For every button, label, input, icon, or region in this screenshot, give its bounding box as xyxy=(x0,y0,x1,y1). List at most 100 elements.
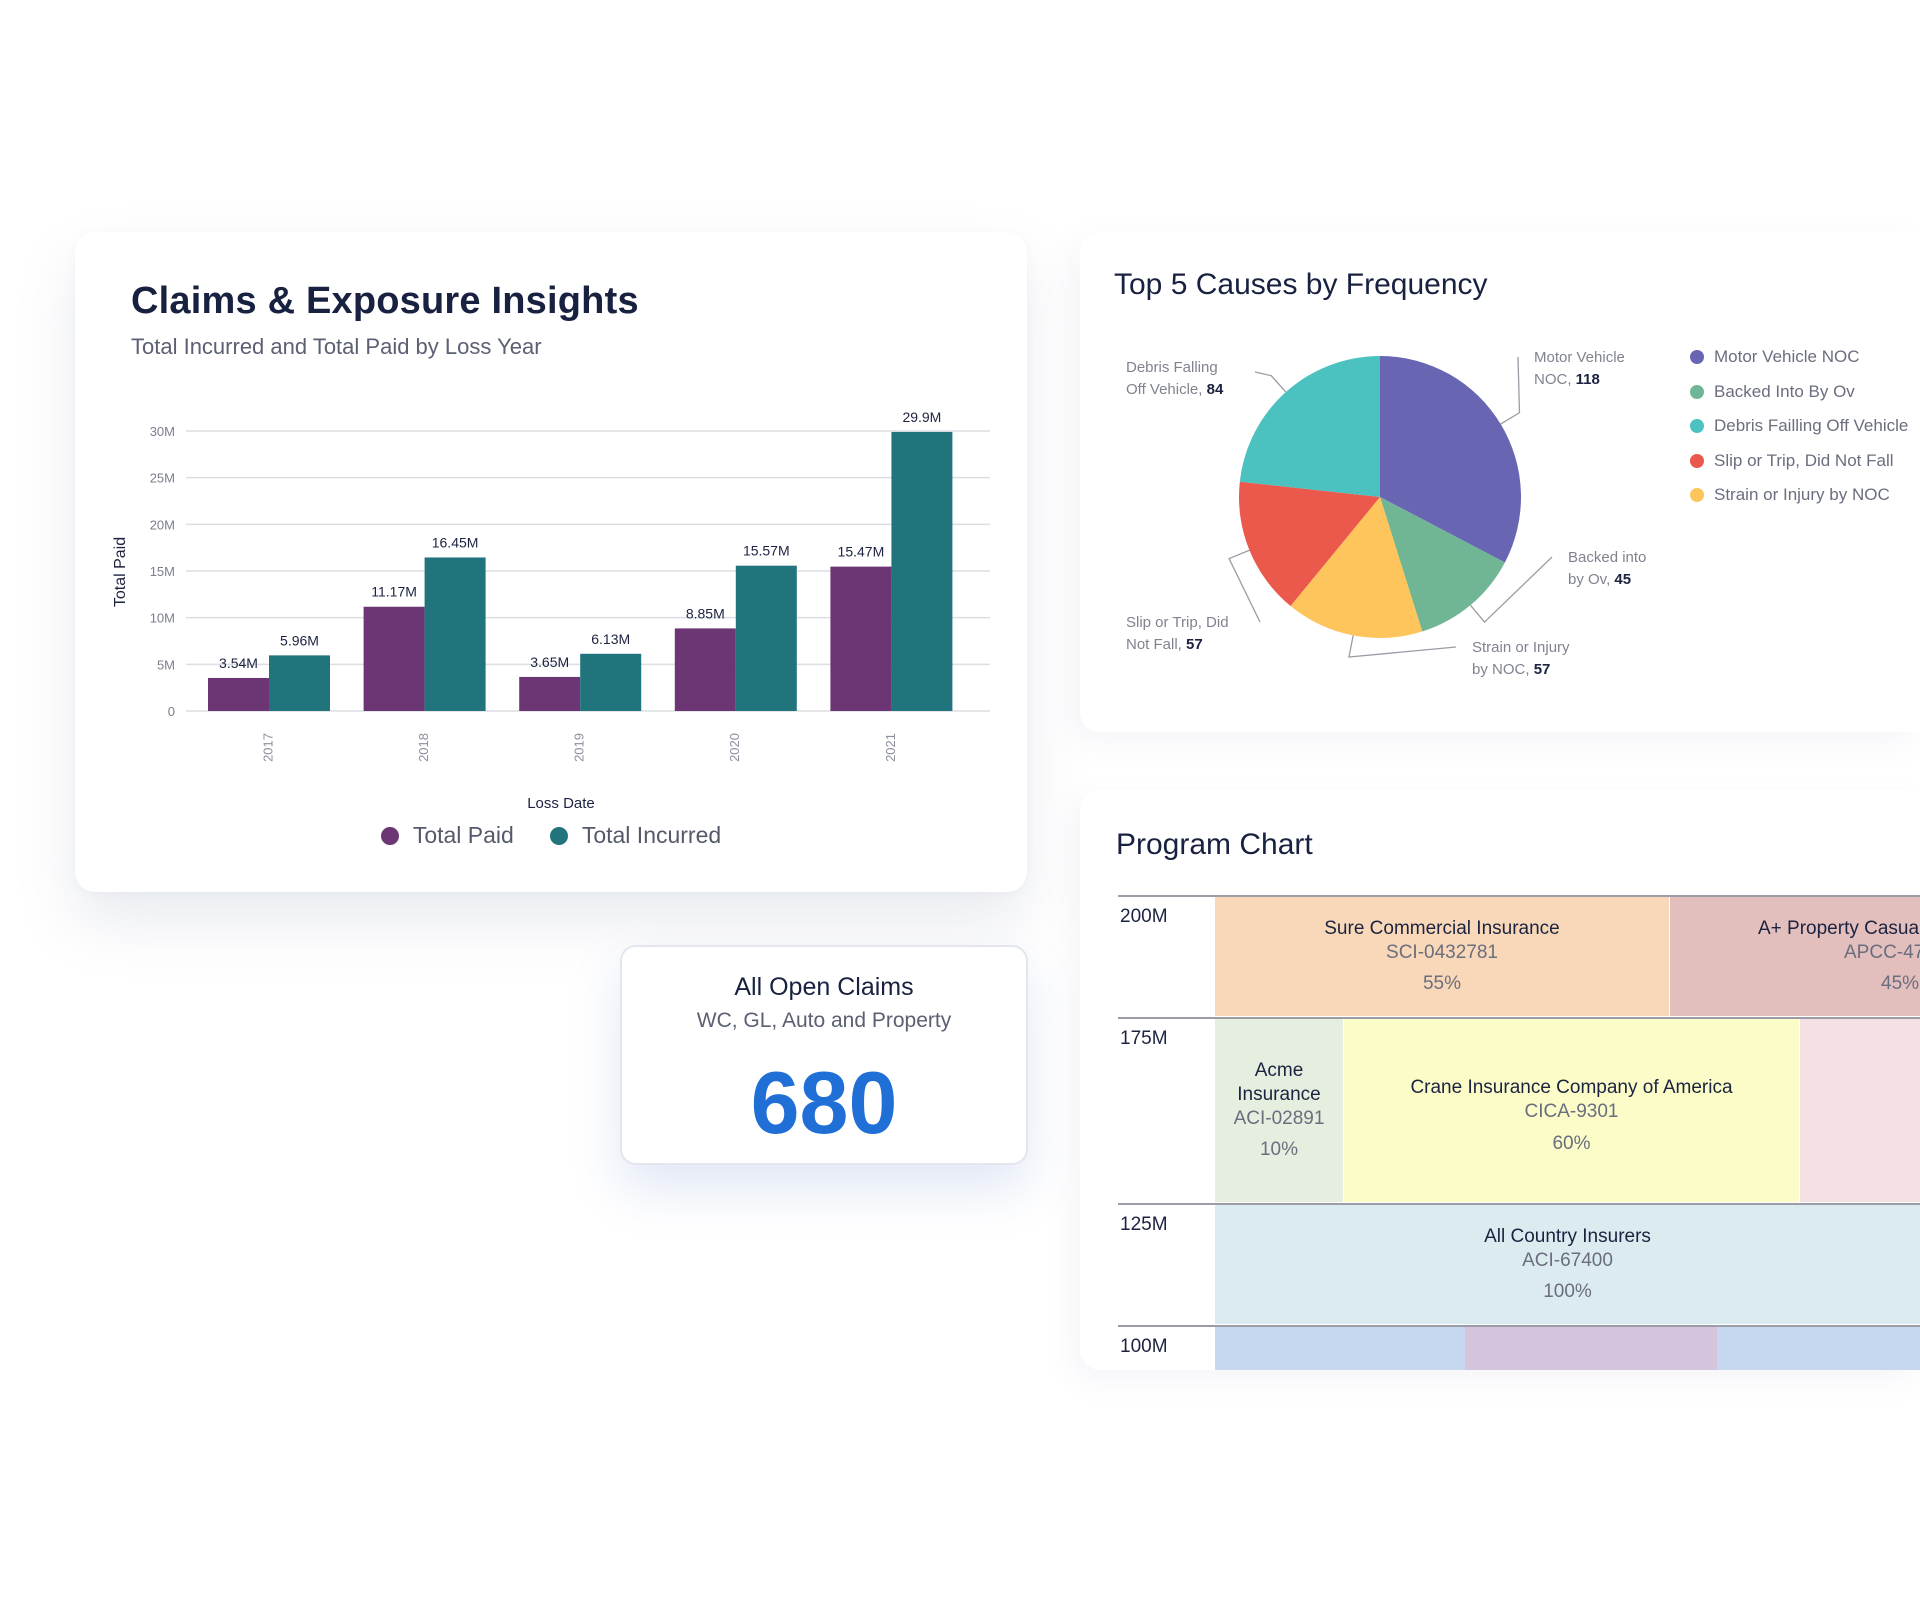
y-tick-label: 10M xyxy=(150,611,175,626)
causes-card-title: Top 5 Causes by Frequency xyxy=(1114,268,1488,301)
pie-legend-item[interactable]: Backed Into By Ov xyxy=(1690,375,1908,410)
bar xyxy=(735,565,797,711)
program-tick-label: 125M xyxy=(1120,1214,1168,1235)
claims-card-subtitle: Total Incurred and Total Paid by Loss Ye… xyxy=(131,334,542,359)
pie-chart: Motor Vehicle NOC, 118 Backed into by Ov, 4… xyxy=(1126,349,1646,678)
program-layer-block[interactable] xyxy=(1717,1327,1920,1370)
pie-label-line: Motor Vehicle xyxy=(1534,349,1625,366)
pie-slice-label: Strain or Injury by NOC, 57 xyxy=(1472,639,1570,678)
pie-label-value: 45 xyxy=(1614,571,1631,588)
bar-data-label: 11.17M xyxy=(371,584,417,600)
program-layer-block[interactable] xyxy=(1215,1327,1465,1370)
program-layer-share: 45% xyxy=(1881,973,1920,995)
bar xyxy=(208,677,269,711)
pie-label-value: 57 xyxy=(1186,636,1203,653)
bar xyxy=(891,431,953,711)
y-tick-label: 5M xyxy=(157,657,175,672)
bar xyxy=(674,628,736,711)
open-claims-count: 680 xyxy=(750,1053,898,1152)
pie-label-line: Debris Falling xyxy=(1126,359,1218,376)
top-causes-card: Top 5 Causes by Frequency Motor Vehicle N… xyxy=(1080,232,1920,732)
program-layer-block[interactable]: Sure Commercial Insurance SCI-0432781 55… xyxy=(1215,897,1669,1016)
pie-legend-label: Motor Vehicle NOC xyxy=(1714,347,1860,367)
program-layer-block[interactable] xyxy=(1800,1019,1920,1202)
pie-slice-label: Backed into by Ov, 45 xyxy=(1568,549,1646,588)
program-layer-share: 100% xyxy=(1543,1281,1592,1303)
program-layer-insurer: Acme Insurance xyxy=(1237,1060,1321,1105)
program-gridline xyxy=(1118,1017,1920,1019)
program-layer-block[interactable]: Acme Insurance ACI-02891 10% xyxy=(1215,1019,1343,1202)
pie-chart-legend: Motor Vehicle NOC Backed Into By Ov Debr… xyxy=(1690,340,1908,513)
program-layer-block[interactable]: All Country Insurers ACI-67400 100% xyxy=(1215,1205,1920,1324)
program-layer-code: ACI-67400 xyxy=(1522,1249,1613,1271)
bar-data-label: 29.9M xyxy=(902,409,941,425)
program-chart-title: Program Chart xyxy=(1116,828,1313,861)
pie-legend-label: Strain or Injury by NOC xyxy=(1714,485,1890,505)
pie-label-line: NOC, xyxy=(1534,371,1576,388)
pie-legend-item[interactable]: Motor Vehicle NOC xyxy=(1690,340,1908,375)
pie-legend-swatch xyxy=(1690,419,1704,434)
bar-data-label: 16.45M xyxy=(432,534,479,550)
pie-slice xyxy=(1290,497,1423,638)
program-layer-insurer: A+ Property Casua xyxy=(1758,917,1920,939)
program-tick-label: 200M xyxy=(1120,906,1168,927)
claims-card-title: Claims & Exposure Insights xyxy=(131,280,639,322)
x-tick-label: 2021 xyxy=(883,733,898,762)
pie-label-line: Backed into xyxy=(1568,549,1646,566)
y-tick-label: 15M xyxy=(150,564,175,579)
x-axis-label: Loss Date xyxy=(527,795,595,812)
pie-slice xyxy=(1380,356,1521,563)
x-tick-label: 2017 xyxy=(260,733,275,762)
pie-slice-label: Motor Vehicle NOC, 118 xyxy=(1534,349,1625,388)
pie-label-line: by Ov, xyxy=(1568,571,1614,588)
legend-item-total-incurred[interactable]: Total Incurred xyxy=(549,822,722,849)
bar xyxy=(363,606,425,711)
bar-data-label: 6.13M xyxy=(591,631,630,647)
pie-legend-item[interactable]: Debris Failling Off Vehicle xyxy=(1690,409,1908,444)
bar-data-label: 5.96M xyxy=(280,632,319,648)
pie-leader-line xyxy=(1348,635,1457,658)
pie-legend-swatch xyxy=(1690,384,1704,399)
program-tick-label: 100M xyxy=(1120,1336,1168,1357)
pie-label-value: 118 xyxy=(1576,371,1600,388)
pie-leader-line xyxy=(1254,371,1287,393)
bar xyxy=(580,653,642,711)
bar-chart: 0 5M 10M 15M 20M 25M 30M 3.54M 5.96M 2017 11.17M 16… xyxy=(112,409,990,812)
bar-data-label: 8.85M xyxy=(686,605,725,621)
pie-label-value: 57 xyxy=(1534,661,1551,678)
program-chart-card: Program Chart 200M 175M 125M 100M Sure C… xyxy=(1080,790,1920,1370)
pie-label-line: Slip or Trip, Did xyxy=(1126,614,1229,631)
pie-label-line: by NOC, xyxy=(1472,661,1534,678)
program-layer-code: CICA-9301 xyxy=(1524,1100,1619,1122)
pie-legend-label: Backed Into By Ov xyxy=(1714,381,1855,401)
pie-slice xyxy=(1239,356,1380,497)
total-paid-swatch xyxy=(380,826,399,845)
program-layer-block[interactable]: Crane Insurance Company of America CICA-… xyxy=(1344,1019,1799,1202)
pie-label-line: Off Vehicle, xyxy=(1126,381,1207,398)
open-claims-subtitle: WC, GL, Auto and Property xyxy=(696,1009,952,1032)
legend-item-total-paid[interactable]: Total Paid xyxy=(380,822,514,849)
pie-legend-label: Debris Failling Off Vehicle xyxy=(1714,416,1909,436)
program-layer-insurer: Crane Insurance Company of America xyxy=(1410,1077,1733,1098)
program-layer-block[interactable]: A+ Property Casua APCC-47 45% xyxy=(1670,897,1920,1016)
pie-legend-item[interactable]: Strain or Injury by NOC xyxy=(1690,478,1908,513)
pie-legend-item[interactable]: Slip or Trip, Did Not Fall xyxy=(1690,444,1908,479)
pie-label-line: Not Fall, xyxy=(1126,636,1186,653)
bar xyxy=(830,566,892,711)
bar-data-label: 15.47M xyxy=(838,544,885,560)
pie-legend-swatch xyxy=(1690,453,1704,468)
legend-label-total-incurred: Total Incurred xyxy=(581,822,722,848)
bar-data-label: 3.65M xyxy=(530,654,569,670)
bar-data-label: 3.54M xyxy=(219,655,258,671)
y-tick-label: 20M xyxy=(150,517,175,532)
legend-label-total-paid: Total Paid xyxy=(412,822,514,848)
program-layer-block[interactable] xyxy=(1465,1327,1717,1370)
open-claims-card[interactable]: All Open Claims WC, GL, Auto and Propert… xyxy=(620,945,1028,1165)
pie-label-line: Strain or Injury xyxy=(1472,639,1570,656)
pie-leader-line xyxy=(1500,356,1521,425)
y-axis-label: Total Paid xyxy=(112,537,129,607)
program-tick-label: 175M xyxy=(1120,1028,1168,1049)
pie-slice xyxy=(1380,497,1505,632)
program-layer-share: 60% xyxy=(1552,1132,1591,1154)
program-gridline xyxy=(1118,895,1920,897)
